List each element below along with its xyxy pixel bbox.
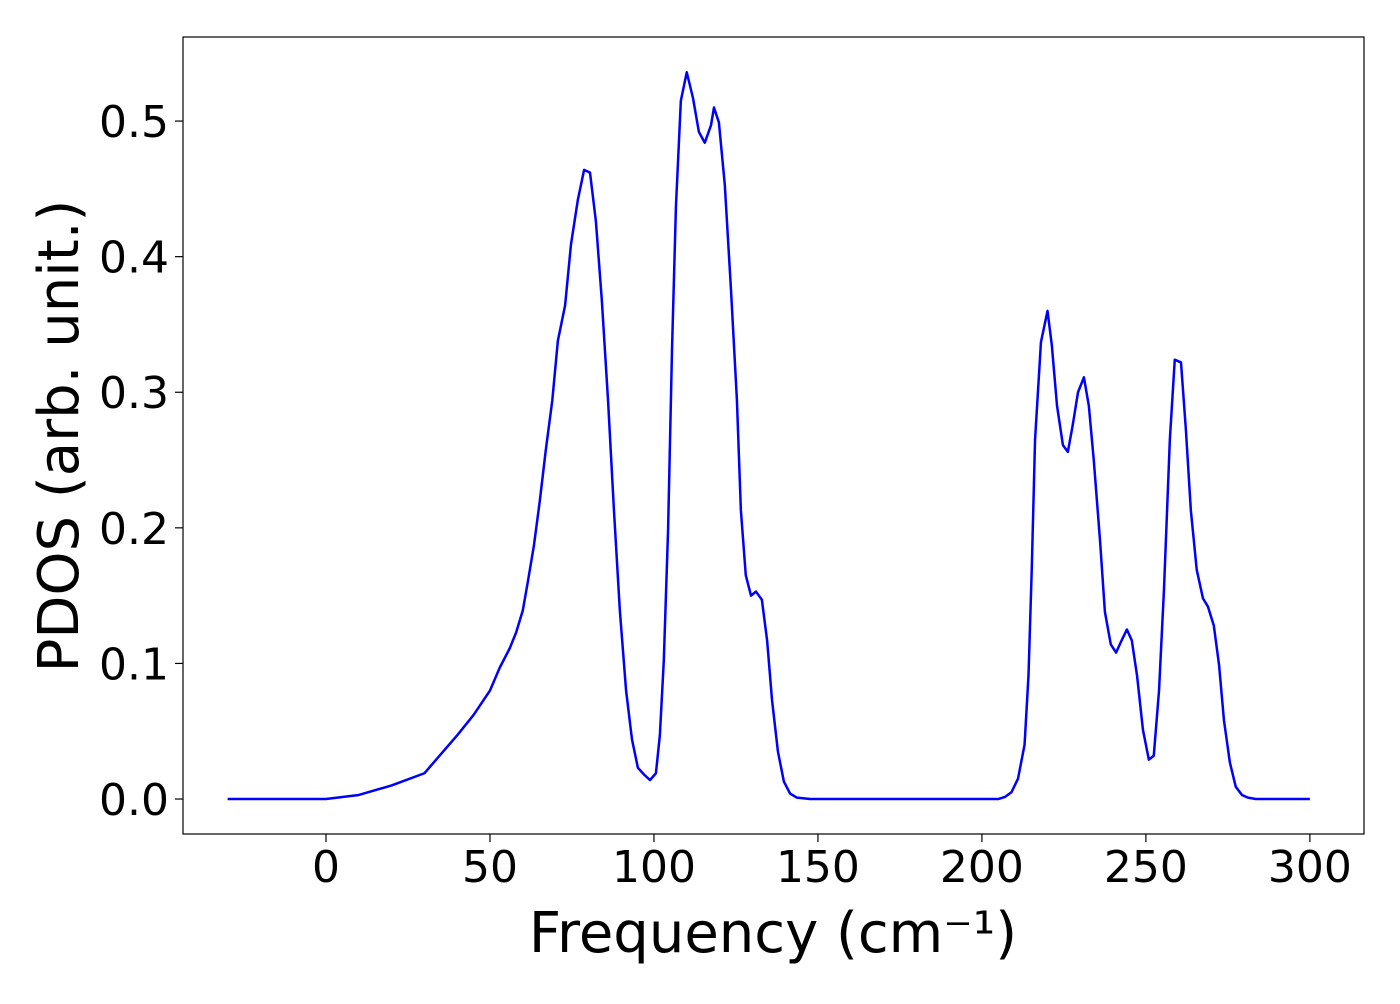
y-tick-label: 0.1 (99, 639, 169, 690)
y-tick-label: 0.0 (99, 775, 169, 826)
y-axis-label: PDOS (arb. unit.) (27, 200, 92, 673)
y-tick-label: 0.2 (99, 504, 169, 555)
x-tick-label: 0 (312, 842, 340, 893)
x-tick-label: 150 (776, 842, 860, 893)
line (227, 71, 1310, 801)
x-tick-label: 100 (612, 842, 696, 893)
x-tick-label: 50 (462, 842, 518, 893)
plot-frame (182, 36, 1365, 835)
x-tick-label: 200 (940, 842, 1024, 893)
x-axis-label: Frequency (cm⁻¹) (529, 901, 1017, 966)
y-tick-label: 0.4 (99, 233, 169, 284)
x-tick-label: 300 (1268, 842, 1352, 893)
x-tick-label: 250 (1104, 842, 1188, 893)
y-tick-label: 0.5 (99, 97, 169, 148)
y-tick-label: 0.3 (99, 368, 169, 419)
